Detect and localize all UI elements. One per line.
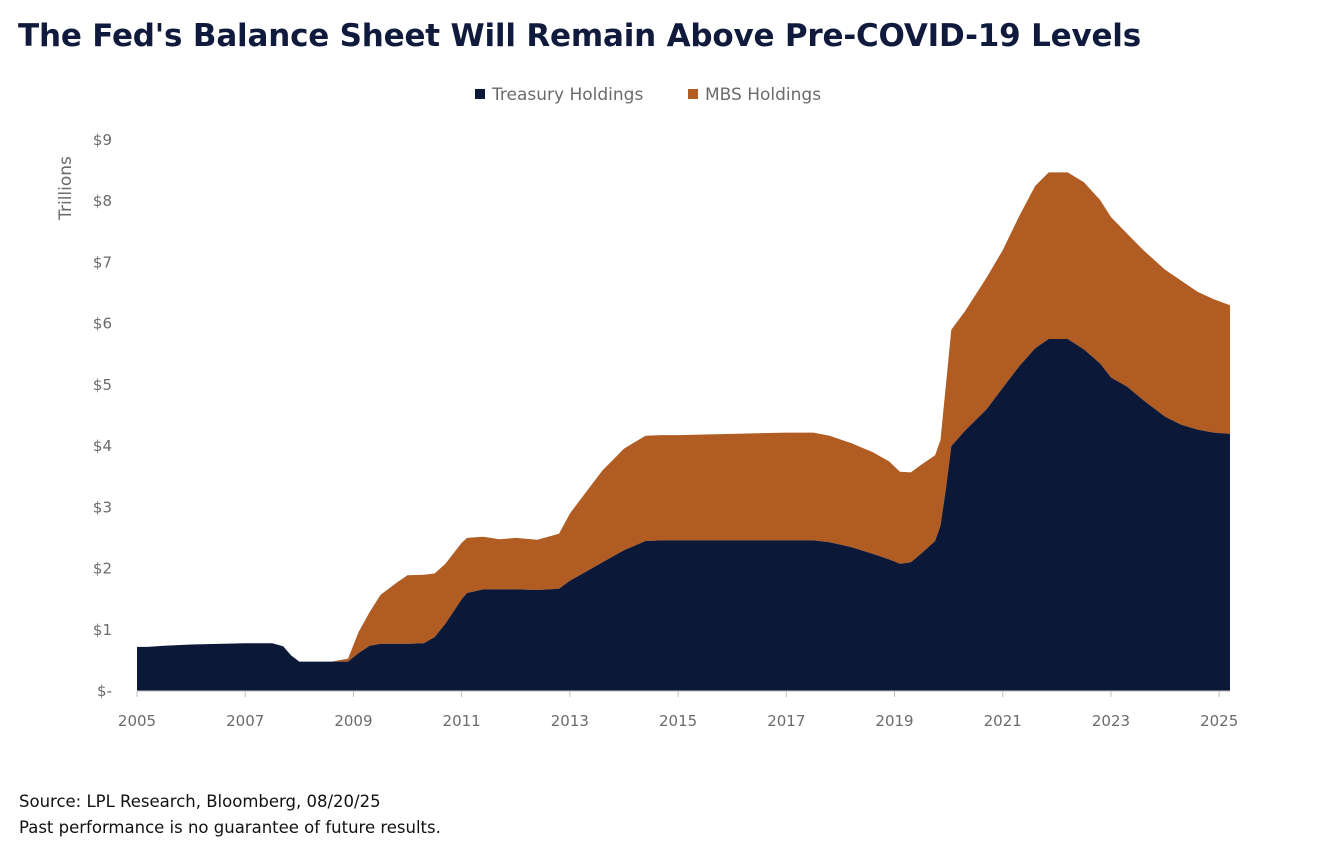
legend-label: Treasury Holdings — [491, 85, 643, 105]
legend-swatch — [688, 89, 698, 99]
source-note: Source: LPL Research, Bloomberg, 08/20/2… — [19, 792, 381, 811]
legend-swatch — [475, 89, 485, 99]
y-tick-label: $8 — [93, 192, 112, 210]
disclaimer-note: Past performance is no guarantee of futu… — [19, 818, 441, 837]
x-tick-label: 2017 — [767, 712, 805, 730]
x-tick-label: 2011 — [443, 712, 481, 730]
y-tick-label: $- — [97, 682, 112, 700]
y-axis-label: Trillions — [56, 156, 76, 221]
x-tick-label: 2015 — [659, 712, 697, 730]
y-tick-label: $2 — [93, 560, 112, 578]
x-tick-label: 2019 — [875, 712, 913, 730]
x-tick-label: 2007 — [226, 712, 264, 730]
y-tick-label: $7 — [93, 253, 112, 271]
y-tick-label: $1 — [93, 621, 112, 639]
series-layer — [137, 172, 1230, 691]
y-tick-label: $6 — [93, 315, 112, 333]
y-tick-label: $5 — [93, 376, 112, 394]
legend-label: MBS Holdings — [705, 85, 821, 105]
x-tick-label: 2025 — [1200, 712, 1238, 730]
x-tick-label: 2009 — [334, 712, 372, 730]
x-tick-label: 2005 — [118, 712, 156, 730]
axes-layer: $- $1 $2 $3 $4 $5 $6 $7 $8 $9 2005 2007 2009 2011 2013… — [93, 131, 1238, 730]
x-tick-label: 2023 — [1092, 712, 1130, 730]
y-tick-label: $3 — [93, 498, 112, 516]
chart-title: The Fed's Balance Sheet Will Remain Abov… — [18, 18, 1141, 54]
x-tick-label: 2021 — [984, 712, 1022, 730]
y-tick-label: $9 — [93, 131, 112, 149]
legend: Treasury Holdings MBS Holdings — [475, 85, 821, 105]
series-area-treasury-holdings — [137, 339, 1230, 691]
x-tick-label: 2013 — [551, 712, 589, 730]
y-tick-label: $4 — [93, 437, 112, 455]
